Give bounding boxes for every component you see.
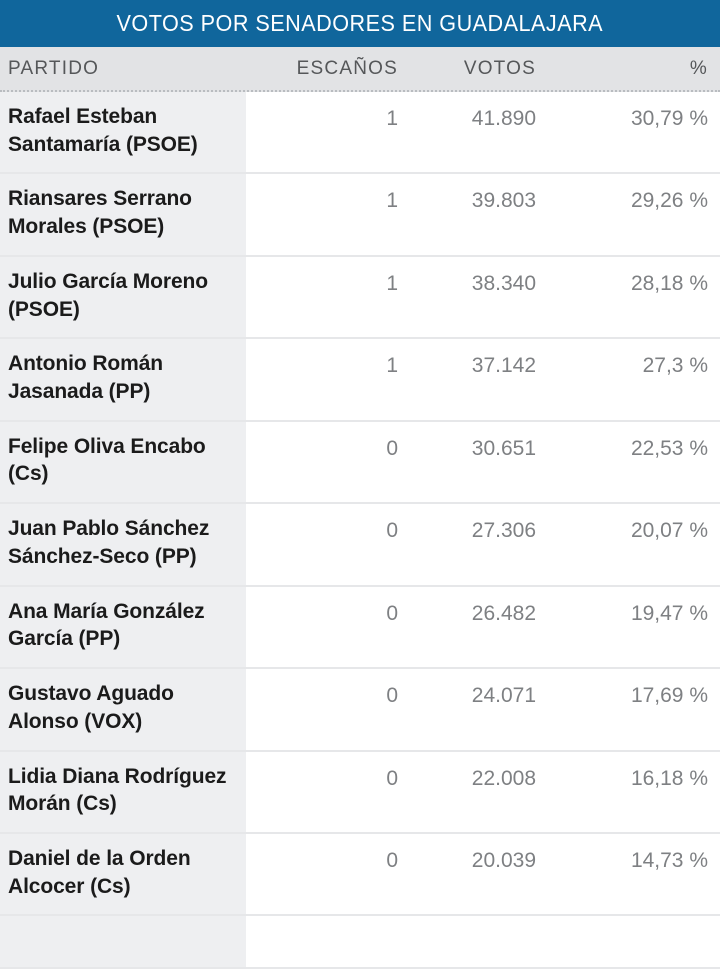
cell-votes: 26.482 bbox=[471, 601, 536, 625]
table-row[interactable]: Rafael Esteban Santamaría (PSOE) 1 41.890 3… bbox=[0, 92, 720, 175]
cell-votes: 30.651 bbox=[471, 436, 536, 460]
candidate-name: Ana María González García (PP) bbox=[8, 599, 205, 651]
cell-percent: 27,3 % bbox=[642, 354, 708, 378]
cell-seats: 0 bbox=[386, 848, 398, 872]
table-row[interactable]: Gustavo Aguado Alonso (VOX) 0 24.071 17,69 … bbox=[0, 669, 720, 752]
table-row[interactable]: Antonio Román Jasanada (PP) 1 37.142 27,3 % bbox=[0, 339, 720, 422]
cell-percent: 14,73 % bbox=[630, 848, 708, 872]
cell-seats: 0 bbox=[386, 436, 398, 460]
column-header-percent[interactable]: % bbox=[689, 57, 708, 79]
cell-party: Rafael Esteban Santamaría (PSOE) bbox=[0, 92, 246, 173]
cell-party: Lidia Diana Rodríguez Morán (Cs) bbox=[0, 751, 246, 832]
cell-percent: 30,79 % bbox=[630, 107, 708, 130]
table-row[interactable]: Riansares Serrano Morales (PSOE) 1 39.803 2… bbox=[0, 174, 720, 257]
cell-seats: 1 bbox=[386, 189, 398, 213]
table-row[interactable]: Juan Pablo Sánchez Sánchez-Seco (PP) 0 27.… bbox=[0, 504, 720, 587]
candidate-name: Felipe Oliva Encabo (Cs) bbox=[8, 434, 206, 486]
cell-party bbox=[0, 916, 246, 968]
cell-percent: 20,07 % bbox=[630, 519, 708, 543]
page-title: VOTOS POR SENADORES EN GUADALAJARA bbox=[116, 10, 604, 36]
cell-votes: 24.071 bbox=[471, 684, 536, 708]
table-row[interactable]: Ana María González García (PP) 0 26.482 19,… bbox=[0, 586, 720, 670]
candidate-name: Rafael Esteban Santamaría (PSOE) bbox=[8, 105, 198, 156]
cell-seats: 0 bbox=[386, 519, 398, 543]
cell-seats: 0 bbox=[386, 601, 398, 625]
table-row[interactable]: Daniel de la Orden Alcocer (Cs) 0 20.039 14… bbox=[0, 833, 720, 917]
table-row[interactable]: Julio García Moreno (PSOE) 1 38.340 28,18 % bbox=[0, 256, 720, 340]
cell-percent: 19,47 % bbox=[630, 601, 708, 625]
candidate-name: Antonio Román Jasanada (PP) bbox=[8, 352, 164, 404]
cell-party: Daniel de la Orden Alcocer (Cs) bbox=[0, 833, 246, 915]
candidate-name: Juan Pablo Sánchez Sánchez-Seco (PP) bbox=[8, 517, 210, 568]
table-row[interactable]: Lidia Diana Rodríguez Morán (Cs) 0 22.008 1… bbox=[0, 751, 720, 834]
column-header-seats[interactable]: ESCAÑOS bbox=[296, 57, 398, 79]
table-row-partial[interactable] bbox=[0, 916, 720, 969]
cell-party: Gustavo Aguado Alonso (VOX) bbox=[0, 669, 246, 750]
cell-votes: 38.340 bbox=[471, 271, 536, 295]
table-title-band: VOTOS POR SENADORES EN GUADALAJARA bbox=[0, 0, 720, 47]
cell-votes: 37.142 bbox=[471, 354, 536, 378]
table-row[interactable]: Felipe Oliva Encabo (Cs) 0 30.651 22,53 % bbox=[0, 421, 720, 505]
column-header-party[interactable]: PARTIDO bbox=[8, 57, 100, 79]
cell-votes: 20.039 bbox=[471, 848, 536, 872]
cell-votes: 41.890 bbox=[471, 107, 536, 130]
cell-seats: 1 bbox=[386, 354, 398, 378]
cell-percent: 29,26 % bbox=[630, 189, 708, 213]
cell-party: Riansares Serrano Morales (PSOE) bbox=[0, 174, 246, 255]
candidate-name: Lidia Diana Rodríguez Morán (Cs) bbox=[8, 764, 227, 816]
candidate-name: Julio García Moreno (PSOE) bbox=[8, 269, 208, 321]
cell-percent: 16,18 % bbox=[630, 766, 708, 790]
candidate-name: Daniel de la Orden Alcocer (Cs) bbox=[8, 846, 191, 898]
cell-percent: 28,18 % bbox=[630, 271, 708, 295]
cell-seats: 1 bbox=[386, 107, 398, 130]
cell-votes: 27.306 bbox=[471, 519, 536, 543]
cell-percent: 22,53 % bbox=[630, 436, 708, 460]
cell-votes: 22.008 bbox=[471, 766, 536, 790]
cell-party: Ana María González García (PP) bbox=[0, 586, 246, 668]
column-header-votes[interactable]: VOTOS bbox=[463, 57, 536, 79]
cell-votes: 39.803 bbox=[471, 189, 536, 213]
cell-seats: 1 bbox=[386, 271, 398, 295]
cell-seats: 0 bbox=[386, 684, 398, 708]
cell-party: Julio García Moreno (PSOE) bbox=[0, 256, 246, 338]
candidate-name: Riansares Serrano Morales (PSOE) bbox=[8, 187, 192, 239]
cell-party: Antonio Román Jasanada (PP) bbox=[0, 339, 246, 420]
cell-seats: 0 bbox=[386, 766, 398, 790]
cell-percent: 17,69 % bbox=[630, 684, 708, 708]
cell-party: Felipe Oliva Encabo (Cs) bbox=[0, 421, 246, 503]
cell-party: Juan Pablo Sánchez Sánchez-Seco (PP) bbox=[0, 504, 246, 585]
table-body: Rafael Esteban Santamaría (PSOE) 1 41.890 3… bbox=[0, 92, 720, 969]
table-column-header-row: PARTIDO ESCAÑOS VOTOS % bbox=[0, 47, 720, 92]
candidate-name: Gustavo Aguado Alonso (VOX) bbox=[8, 682, 174, 733]
